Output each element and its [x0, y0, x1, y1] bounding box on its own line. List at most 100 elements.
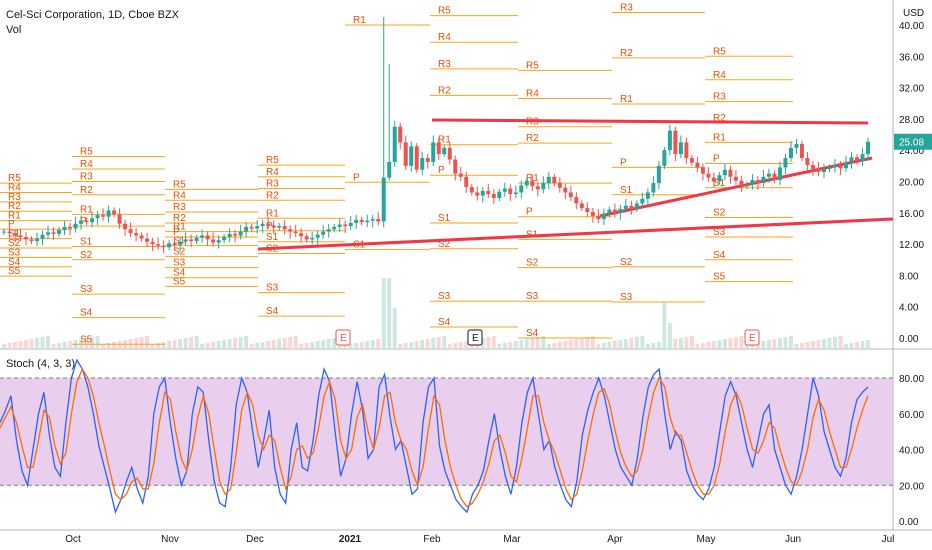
- volume-bar: [112, 342, 117, 348]
- candle-body: [178, 241, 183, 245]
- volume-bar: [563, 341, 568, 348]
- pivot-label-p: P: [266, 221, 273, 232]
- volume-bar: [304, 343, 309, 348]
- volume-bar: [656, 342, 661, 348]
- volume-bar: [79, 339, 84, 348]
- volume-bar: [634, 337, 639, 348]
- candle-body: [849, 157, 854, 163]
- volume-bar: [816, 340, 821, 348]
- candle-body: [376, 219, 381, 222]
- candle-body: [744, 184, 749, 187]
- volume-bar: [805, 342, 810, 348]
- volume-bar: [266, 341, 271, 348]
- candle-body: [513, 192, 518, 195]
- stoch-indicator-title: Stoch (4, 3, 3): [6, 358, 76, 370]
- candle-body: [728, 169, 733, 177]
- candle-body: [453, 159, 458, 174]
- candle-body: [117, 214, 122, 224]
- time-axis-label: Feb: [423, 534, 441, 545]
- candle-body: [35, 238, 40, 241]
- volume-bar: [788, 336, 793, 348]
- candle-body: [304, 236, 309, 240]
- pivot-label-r4: R4: [80, 159, 93, 170]
- volume-bar: [442, 336, 447, 348]
- candle-body: [579, 203, 584, 209]
- candle-body: [249, 226, 254, 229]
- candle-body: [216, 240, 221, 243]
- candle-body: [293, 231, 298, 234]
- candle-body: [711, 177, 716, 182]
- volume-bar: [651, 343, 656, 348]
- candle-body: [541, 183, 546, 190]
- candle-body: [640, 198, 645, 204]
- stoch-axis-tick: 40.00: [899, 446, 924, 457]
- volume-bar: [453, 343, 458, 348]
- volume-bar: [810, 341, 815, 348]
- candle-body: [673, 130, 678, 155]
- volume-bar: [557, 342, 562, 348]
- candle-body: [805, 158, 810, 166]
- pivot-label-r5: R5: [173, 179, 186, 190]
- candle-body: [634, 203, 639, 209]
- price-axis-tick: 0.00: [899, 334, 919, 345]
- pivot-label-r2: R2: [438, 85, 451, 96]
- candle-body: [57, 230, 62, 234]
- candle-body: [194, 237, 199, 241]
- candle-body: [596, 215, 601, 220]
- pivot-label-s4: S4: [80, 308, 93, 319]
- trendline-lower-support: [257, 217, 894, 251]
- price-axis-tick: 28.00: [899, 115, 924, 126]
- candle-body: [739, 180, 744, 187]
- volume-bar: [860, 341, 865, 348]
- pivot-label-s4: S4: [266, 306, 279, 317]
- volume-bar: [579, 338, 584, 348]
- candle-body: [574, 197, 579, 204]
- volume-label: Vol: [6, 24, 22, 36]
- pivot-label-r4: R4: [713, 70, 726, 81]
- volume-bar: [673, 339, 678, 348]
- candle-body: [530, 180, 535, 187]
- candle-body: [13, 233, 18, 236]
- candle-body: [277, 226, 282, 228]
- earnings-marker-label: E: [472, 333, 479, 344]
- volume-bar: [541, 336, 546, 348]
- candle-body: [827, 167, 832, 169]
- candle-body: [2, 231, 6, 233]
- volume-bar: [623, 339, 628, 348]
- candle-body: [359, 219, 364, 223]
- candle-body: [816, 168, 821, 173]
- candle-body: [843, 162, 848, 169]
- candle-body: [222, 237, 227, 241]
- candle-body: [299, 233, 304, 237]
- candle-body: [860, 154, 865, 162]
- candle-body: [706, 173, 711, 178]
- candle-body: [700, 167, 705, 174]
- candle-body: [90, 218, 95, 223]
- candle-body: [777, 167, 782, 180]
- pivot-label-r2: R2: [173, 213, 186, 224]
- candle-body: [112, 210, 117, 215]
- pivot-label-s3: S3: [526, 291, 539, 302]
- volume-bar: [733, 337, 738, 348]
- volume-bar: [29, 339, 34, 348]
- price-axis-tick: 12.00: [899, 240, 924, 251]
- candle-body: [183, 239, 188, 242]
- candle-body: [618, 208, 623, 213]
- volume-bar: [849, 343, 854, 348]
- candle-body: [502, 188, 507, 192]
- volume-bar: [288, 337, 293, 348]
- candle-body: [370, 219, 375, 221]
- volume-bar: [508, 342, 513, 348]
- volume-bar: [227, 339, 232, 348]
- chart-title: Cel-Sci Corporation, 1D, Cboe BZX: [6, 9, 180, 21]
- candle-body: [315, 234, 320, 238]
- pivot-label-r4: R4: [526, 89, 539, 100]
- pivot-label-r1: R1: [173, 222, 186, 233]
- volume-bar: [832, 337, 837, 348]
- pivot-label-s3: S3: [713, 227, 726, 238]
- candle-body: [134, 233, 139, 236]
- candle-body: [623, 205, 628, 209]
- candle-body: [667, 130, 672, 151]
- volume-bar: [145, 336, 150, 348]
